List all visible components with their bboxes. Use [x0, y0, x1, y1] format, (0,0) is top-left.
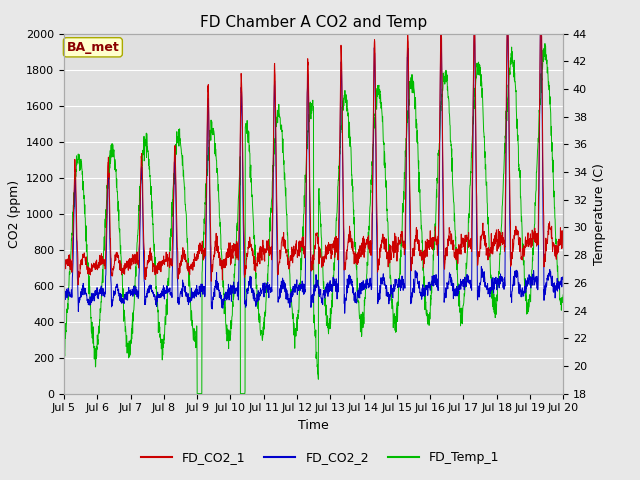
FD_CO2_1	[404, 31, 412, 36]
Line: FD_CO2_2: FD_CO2_2	[64, 34, 563, 313]
FD_Temp_1	[328, 298, 335, 304]
FD_CO2_2	[328, 286, 335, 291]
FD_CO2_1	[459, 235, 467, 241]
FD_CO2_2	[516, 291, 524, 297]
FD_Temp_1	[339, 108, 346, 114]
FD_Temp_1	[193, 391, 201, 396]
FD_CO2_1	[74, 282, 82, 288]
FD_CO2_1	[559, 245, 567, 251]
FD_CO2_1	[529, 231, 537, 237]
FD_CO2_1	[339, 137, 346, 143]
Legend: FD_CO2_1, FD_CO2_2, FD_Temp_1: FD_CO2_1, FD_CO2_2, FD_Temp_1	[136, 446, 504, 469]
Line: FD_CO2_1: FD_CO2_1	[64, 34, 563, 285]
FD_CO2_1	[200, 257, 207, 263]
FD_CO2_2	[341, 311, 349, 316]
X-axis label: Time: Time	[298, 419, 329, 432]
FD_CO2_2	[529, 276, 537, 282]
FD_Temp_1	[200, 245, 207, 251]
Y-axis label: CO2 (ppm): CO2 (ppm)	[8, 180, 20, 248]
FD_CO2_2	[458, 280, 466, 286]
FD_Temp_1	[515, 165, 523, 171]
FD_Temp_1	[559, 292, 567, 298]
Text: BA_met: BA_met	[67, 41, 119, 54]
FD_CO2_2	[339, 136, 346, 142]
FD_CO2_1	[516, 235, 524, 240]
FD_Temp_1	[60, 347, 68, 352]
Line: FD_Temp_1: FD_Temp_1	[64, 44, 563, 394]
FD_Temp_1	[541, 41, 548, 47]
FD_CO2_1	[60, 259, 68, 264]
FD_Temp_1	[529, 252, 537, 258]
FD_CO2_1	[328, 248, 335, 253]
FD_Temp_1	[458, 321, 466, 326]
Title: FD Chamber A CO2 and Temp: FD Chamber A CO2 and Temp	[200, 15, 428, 30]
FD_CO2_2	[199, 288, 207, 293]
FD_CO2_2	[559, 276, 567, 281]
FD_CO2_2	[470, 31, 478, 36]
Y-axis label: Temperature (C): Temperature (C)	[593, 163, 605, 264]
FD_CO2_2	[60, 291, 68, 297]
